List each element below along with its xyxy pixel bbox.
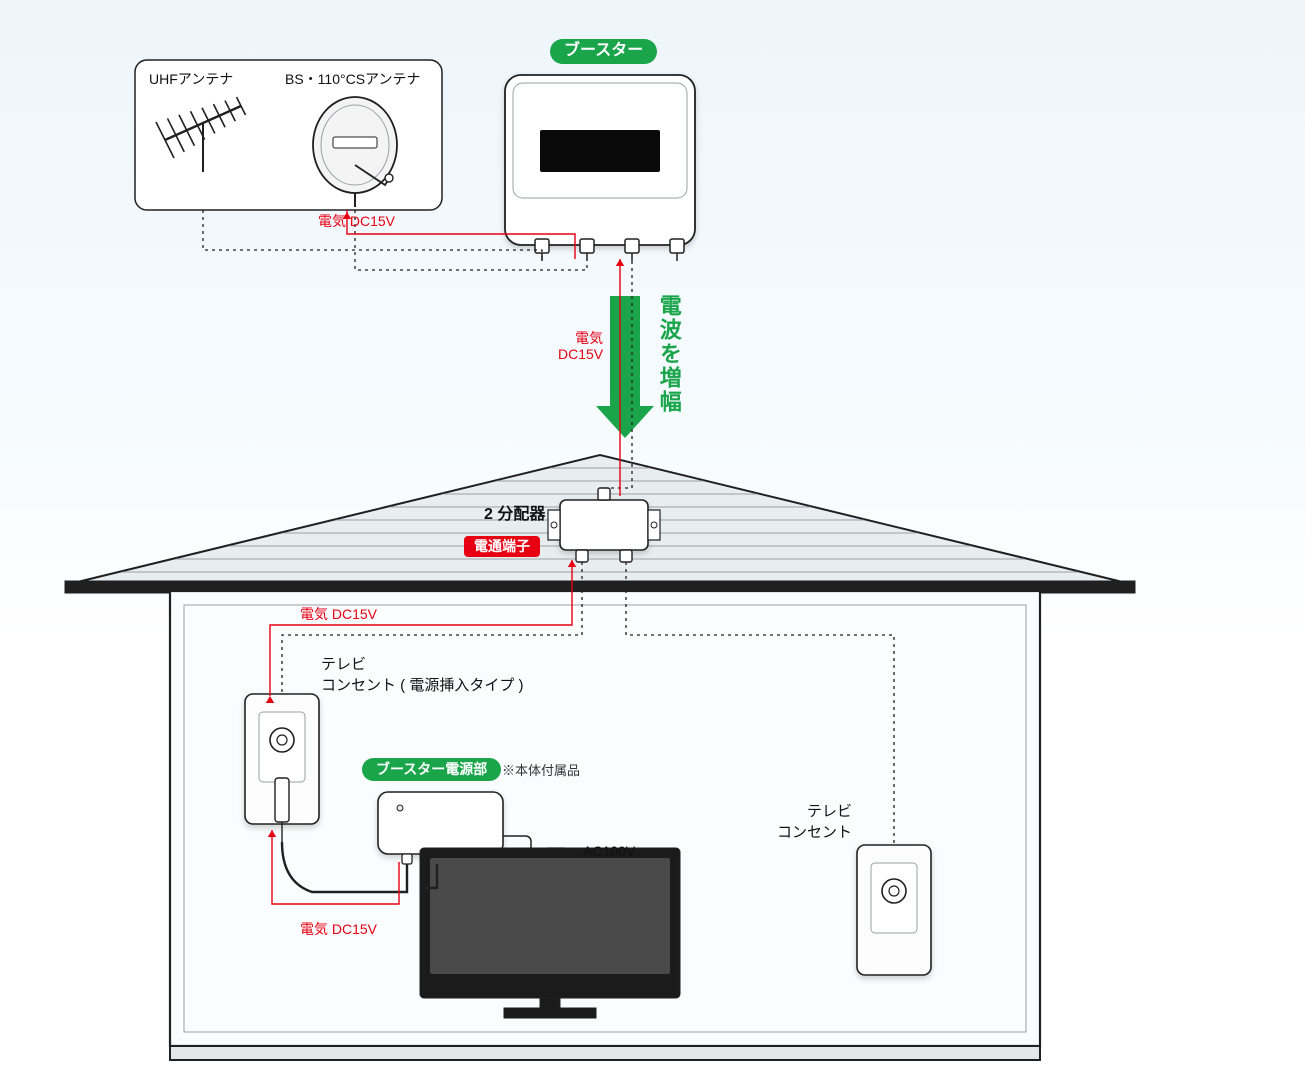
label-labels-dc15v: 電気 DC15V <box>300 920 377 940</box>
label-labels-amplify: 電波を増幅 <box>653 294 684 414</box>
label-labels-dc15v: 電気 DC15V <box>318 212 395 232</box>
label-labels-bscs: BS・110°CSアンテナ <box>285 70 420 90</box>
label-labels-ac100v: AC100V <box>583 842 635 862</box>
label-labels-psu_note: ※本体付属品 <box>502 762 580 780</box>
label-labels-dc15v: 電気 DC15V <box>300 605 377 625</box>
label-labels-tv_outlet: テレビ コンセント <box>762 801 852 843</box>
label-labels-dc15v_2line: 電気 DC15V <box>558 330 603 362</box>
pill-labels-booster: ブースター <box>550 39 657 64</box>
label-labels-uhf: UHFアンテナ <box>149 70 233 90</box>
label-labels-splitter: 2 分配器 <box>484 504 545 526</box>
label-labels-tv_outlet_power: テレビ コンセント ( 電源挿入タイプ ) <box>321 654 524 696</box>
pill-labels-pass_terminal: 電通端子 <box>464 536 540 557</box>
pill-labels-psu: ブースター電源部 <box>362 758 501 781</box>
